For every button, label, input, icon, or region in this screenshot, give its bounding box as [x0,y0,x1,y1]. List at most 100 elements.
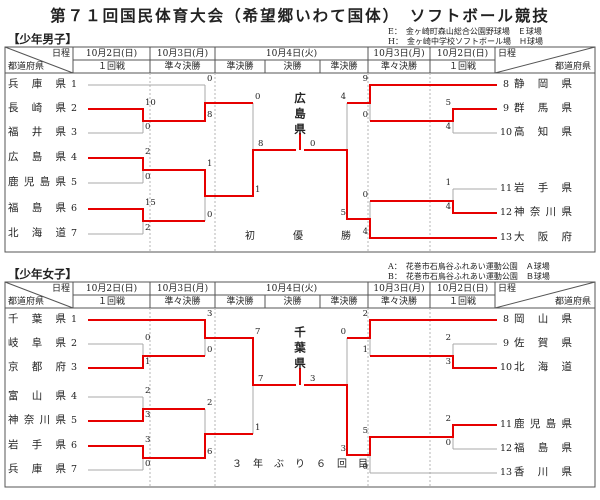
team-seed: 5 [70,415,78,426]
women-team-row: 岩手県 6 [8,438,82,452]
match-score: 0 [255,92,261,102]
match-score: 7 [255,327,261,337]
women-round-col-7: １回戦 [448,297,476,307]
match-score: 2 [362,309,368,319]
match-score: 0 [362,462,368,472]
team-name: 鹿児島県 [8,176,66,188]
women-date-col-1: 10月2日(日) [85,284,138,294]
men-bracket-win-lines [88,84,497,239]
match-score: 0 [145,172,151,182]
men-champion-note: 初優勝 [245,231,389,242]
match-score: 15 [145,198,156,208]
match-score: 2 [445,414,451,424]
team-seed: 3 [70,362,78,373]
match-score: 10 [145,98,156,108]
men-team-row: 兵庫県 1 [8,77,82,91]
match-score: 1 [255,423,261,433]
match-score: 3 [445,357,451,367]
men-team-row: 福井県 3 [8,125,82,139]
team-name: 鹿児島県 [514,418,572,430]
women-team-row: 12 福島県 [498,441,572,455]
women-team-row: 13 香川県 [498,465,572,479]
team-seed: 4 [70,391,78,402]
team-seed: 5 [70,177,78,188]
women-schedule-label-right: 日程 [498,284,517,294]
team-name: 北海道 [8,227,66,239]
men-round-col-5: 準決勝 [330,62,358,72]
women-team-row: 千葉県 1 [8,312,82,326]
team-name: 神奈川県 [514,206,572,218]
team-seed: 1 [70,314,78,325]
match-score: 0 [207,74,213,84]
team-name: 群馬県 [514,102,572,114]
men-pref-label-right: 都道府県 [554,62,591,72]
men-team-row: 北海道 7 [8,226,82,240]
team-name: 神奈川県 [8,414,66,426]
women-venues: A： 花巻市石鳥谷ふれあい運動公園 Ａ球場 B： 花巻市石鳥谷ふれあい運動公園 … [388,262,550,282]
men-team-row: 13 大阪府 [498,230,572,244]
men-schedule-label-left: 日程 [51,49,70,59]
men-venues: E： 金ヶ崎町森山総合公園野球場 Ｅ球場 H： 金ヶ崎中学校ソフトボール場 Ｈ球… [388,27,543,47]
men-date-col-1: 10月2日(日) [85,49,138,59]
team-name: 京都府 [8,361,66,373]
page-title: 第７１回国民体育大会（希望郷いわて国体） ソフトボール競技 [50,6,550,25]
men-section-label: 【少年男子】 [8,32,77,46]
team-name: 広島県 [8,151,66,163]
team-name: 岩手県 [514,182,572,194]
team-seed: 9 [502,338,510,349]
men-round-col-7: １回戦 [448,62,476,72]
men-team-row: 鹿児島県 5 [8,175,82,189]
men-champion-name: 広島県 [293,92,307,139]
women-team-row: 兵庫県 7 [8,462,82,476]
match-score: 0 [340,327,346,337]
match-score: 4 [445,202,451,212]
men-pref-label-left: 都道府県 [8,62,45,72]
men-team-row: 福島県 6 [8,201,82,215]
team-name: 北海道 [514,361,572,373]
match-score: 2 [145,223,151,233]
match-score: 4 [362,227,368,237]
team-name: 岐阜県 [8,337,66,349]
men-team-row: 8 静岡県 [498,77,572,91]
men-team-row: 11 岩手県 [498,181,572,195]
men-round-col-3: 準決勝 [226,62,254,72]
match-score: 2 [207,398,213,408]
team-seed: 9 [502,103,510,114]
men-team-row: 10 高知県 [498,125,572,139]
team-name: 長崎県 [8,102,66,114]
women-champion-note: ３年ぶり６回目 [232,459,379,470]
match-score: 9 [362,74,368,84]
match-score: 0 [362,110,368,120]
men-team-row: 9 群馬県 [498,101,572,115]
men-team-row: 長崎県 2 [8,101,82,115]
match-score: 6 [207,447,213,457]
women-venue-line-a: A： 花巻市石鳥谷ふれあい運動公園 Ａ球場 [388,262,550,271]
men-round-col-2: 準々決勝 [164,62,201,72]
men-schedule-label-right: 日程 [498,49,517,59]
women-round-col-3: 準決勝 [226,297,254,307]
men-team-row: 広島県 4 [8,150,82,164]
men-venue-line-h: H： 金ヶ崎中学校ソフトボール場 Ｈ球場 [388,37,543,46]
team-seed: 1 [70,79,78,90]
men-date-col-2: 10月3日(月) [156,49,209,59]
women-table-frame [4,281,596,488]
match-score: 0 [207,210,213,220]
team-seed: 7 [70,464,78,475]
match-score: 5 [445,98,451,108]
match-score: 4 [445,122,451,132]
men-date-col-5: 10月2日(日) [436,49,489,59]
match-score: 0 [362,190,368,200]
match-score: 1 [445,178,451,188]
men-round-col-6: 準々決勝 [380,62,417,72]
women-team-row: 11 鹿児島県 [498,417,572,431]
team-name: 佐賀県 [514,337,572,349]
women-date-col-2: 10月3日(月) [156,284,209,294]
team-name: 香川県 [514,466,572,478]
team-seed: 6 [70,440,78,451]
women-champion-name: 千葉県 [293,326,307,373]
men-date-col-4: 10月3日(月) [373,49,425,59]
team-seed: 11 [499,419,513,430]
team-seed: 13 [499,467,513,478]
final-score: 8 [258,139,264,149]
